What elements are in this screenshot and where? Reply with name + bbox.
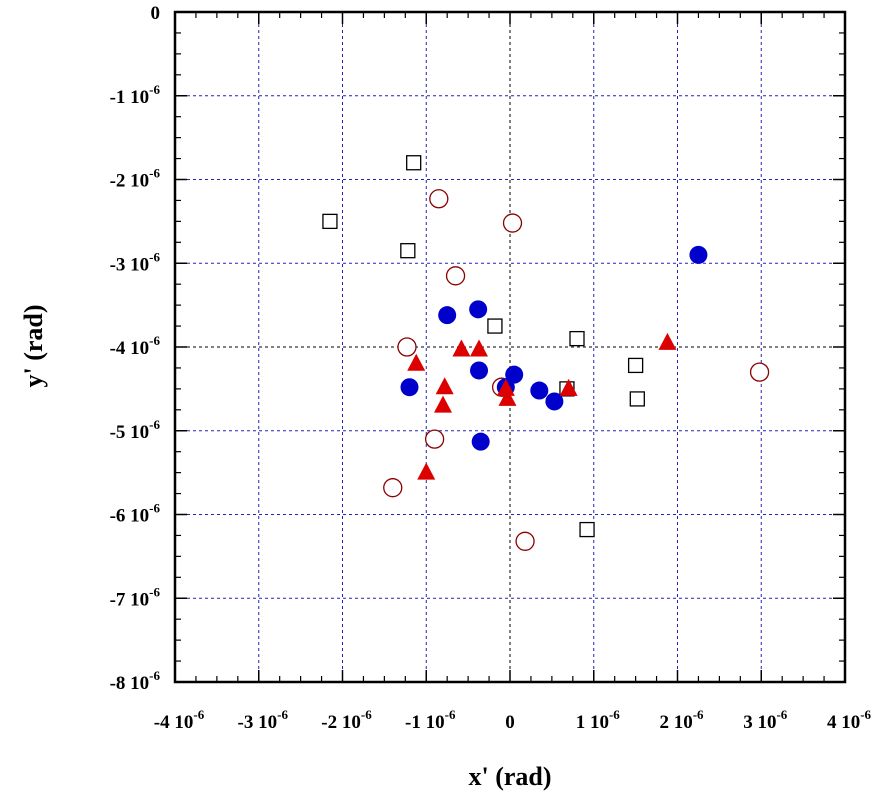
- tick-mantissa: -2 10: [321, 712, 361, 733]
- tick-exponent: -6: [445, 707, 456, 722]
- filled-triangle-point: [496, 378, 515, 396]
- tick-mantissa: -6 10: [110, 506, 150, 527]
- tick-mantissa: -8 10: [110, 673, 150, 694]
- open-square-point: [322, 213, 338, 230]
- tick-exponent: -6: [693, 707, 704, 722]
- tick-mantissa: -1 10: [405, 712, 445, 733]
- tick-exponent: -6: [149, 166, 160, 181]
- x-tick-label: -3 10-6: [238, 707, 289, 733]
- filled-circle-point: [471, 432, 490, 451]
- filled-circle-point: [438, 306, 457, 325]
- x-tick-label: 1 10-6: [576, 707, 621, 733]
- open-square-point: [400, 243, 416, 259]
- tick-exponent: -6: [149, 417, 160, 432]
- open-circle-point: [424, 429, 445, 449]
- tick-mantissa: 3 10: [743, 712, 776, 733]
- filled-triangle-point: [452, 339, 471, 357]
- x-axis-title: x' (rad): [468, 762, 551, 791]
- filled-circle-point: [530, 381, 549, 400]
- tick-mantissa: -1 10: [110, 87, 150, 108]
- tick-exponent: -6: [361, 707, 372, 722]
- tick-exponent: -6: [149, 584, 160, 599]
- tick-exponent: -6: [277, 707, 288, 722]
- filled-triangle-point: [470, 339, 489, 357]
- y-tick-label: -3 10-6: [110, 249, 161, 275]
- open-square-point: [579, 521, 595, 538]
- filled-triangle-point: [417, 462, 436, 480]
- filled-triangle-point: [498, 388, 517, 406]
- tick-exponent: -6: [776, 707, 787, 722]
- filled-triangle-point: [435, 377, 454, 395]
- open-circle-point: [749, 362, 770, 382]
- open-circle-point: [502, 213, 523, 233]
- open-square-point: [627, 357, 644, 374]
- data-points: [322, 155, 770, 551]
- tick-exponent: -6: [609, 707, 620, 722]
- tick-mantissa: -2 10: [110, 171, 150, 192]
- tick-mantissa: 0: [505, 712, 515, 733]
- y-tick-label: -4 10-6: [110, 333, 161, 359]
- tick-mantissa: -7 10: [110, 589, 150, 610]
- y-tick-label: -8 10-6: [110, 668, 161, 694]
- filled-circle-point: [689, 245, 708, 264]
- grid-lines: [175, 12, 845, 682]
- tick-exponent: -6: [860, 707, 871, 722]
- open-square-point: [569, 330, 585, 347]
- x-tick-label: -4 10-6: [154, 707, 205, 733]
- filled-triangle-point: [434, 395, 452, 413]
- filled-circle-point: [400, 378, 419, 397]
- filled-triangle-point: [559, 378, 578, 396]
- tick-mantissa: -4 10: [154, 712, 194, 733]
- open-circle-point: [429, 189, 449, 209]
- y-tick-label: -5 10-6: [110, 417, 161, 443]
- tick-exponent: -6: [149, 668, 160, 683]
- open-circle-point: [515, 531, 535, 551]
- tick-exponent: -6: [149, 82, 160, 97]
- filled-circle-point: [469, 300, 488, 319]
- y-tick-label: -2 10-6: [110, 166, 161, 192]
- y-tick-label: -1 10-6: [110, 82, 161, 108]
- x-tick-label: 3 10-6: [743, 707, 788, 733]
- filled-circle-point: [545, 392, 564, 411]
- y-tick-label: 0: [151, 3, 161, 24]
- x-tick-label: 0: [505, 712, 515, 733]
- x-tick-label: -2 10-6: [321, 707, 372, 733]
- tick-mantissa: -4 10: [110, 338, 150, 359]
- tick-exponent: -6: [193, 707, 204, 722]
- open-square-point: [406, 155, 422, 171]
- filled-triangle-point: [407, 353, 426, 371]
- axis-ticks: [174, 11, 846, 683]
- y-tick-label: -6 10-6: [110, 501, 161, 527]
- open-circle-point: [397, 337, 417, 357]
- filled-triangle-point: [658, 332, 677, 350]
- x-tick-label: 4 10-6: [827, 707, 872, 733]
- y-tick-labels: 0-1 10-6-2 10-6-3 10-6-4 10-6-5 10-6-6 1…: [110, 3, 161, 694]
- y-tick-label: -7 10-6: [110, 584, 161, 610]
- tick-mantissa: 1 10: [576, 712, 609, 733]
- tick-mantissa: -3 10: [238, 712, 278, 733]
- plot-frame: [173, 10, 847, 684]
- tick-exponent: -6: [149, 333, 160, 348]
- open-square-point: [629, 391, 645, 407]
- tick-mantissa: 2 10: [659, 712, 692, 733]
- open-circle-point: [383, 478, 403, 498]
- open-square-point: [487, 318, 503, 334]
- tick-mantissa: 0: [151, 3, 161, 24]
- tick-mantissa: -3 10: [110, 254, 150, 275]
- tick-mantissa: 4 10: [827, 712, 860, 733]
- x-tick-label: -1 10-6: [405, 707, 456, 733]
- open-circle-point: [445, 266, 466, 286]
- filled-circle-point: [470, 361, 489, 380]
- tick-exponent: -6: [149, 249, 160, 264]
- x-tick-label: 2 10-6: [659, 707, 704, 733]
- x-tick-labels: -4 10-6 -3 10-6 -2 10-6 -1 10-6 0 1 10-6 2 10-…: [154, 707, 872, 733]
- tick-exponent: -6: [149, 501, 160, 516]
- y-axis-title: y' (rad): [19, 304, 48, 387]
- tick-mantissa: -5 10: [110, 422, 150, 443]
